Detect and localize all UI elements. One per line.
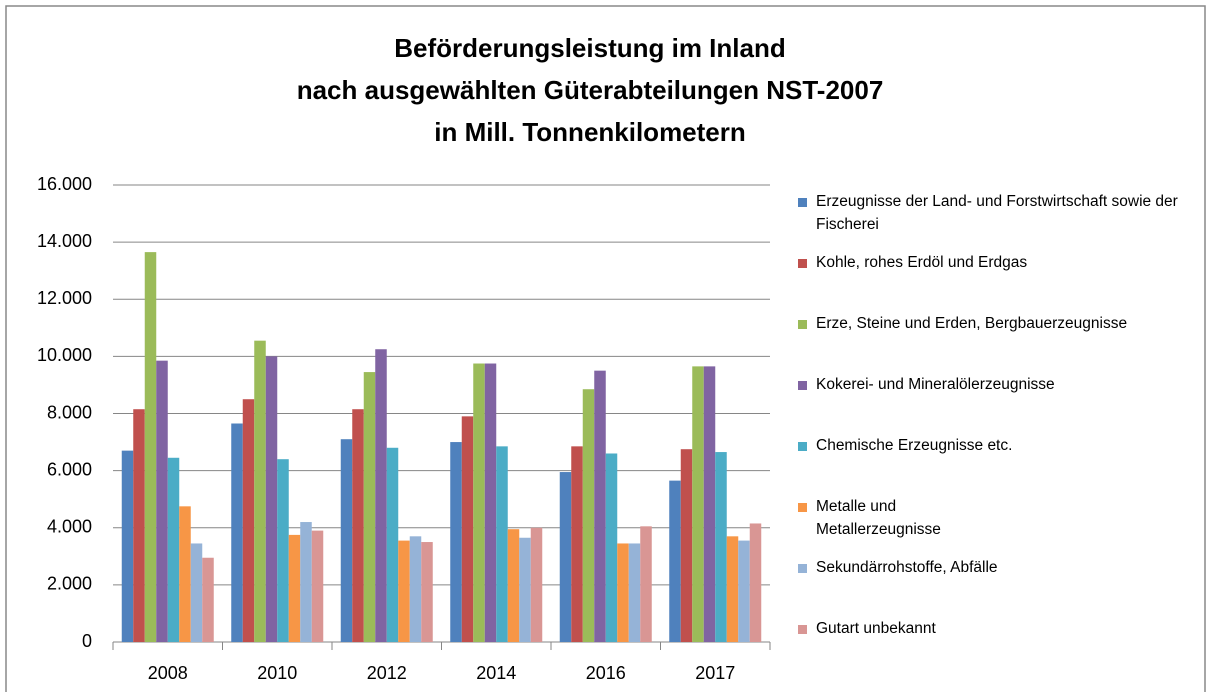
legend-item: Erze, Steine und Erden, Bergbauerzeugnis… xyxy=(798,312,1186,335)
x-tick-label: 2012 xyxy=(367,663,407,683)
y-tick-label: 6.000 xyxy=(47,459,92,479)
legend-label: Gutart unbekannt xyxy=(816,620,936,637)
bar xyxy=(605,453,618,642)
legend-item: Kohle, rohes Erdöl und Erdgas xyxy=(798,251,1186,274)
x-tick-label: 2010 xyxy=(257,663,297,683)
legend-label: Metalle und Metallerzeugnisse xyxy=(816,498,941,538)
bar xyxy=(231,423,243,642)
x-tick-label: 2008 xyxy=(148,663,188,683)
bar xyxy=(363,372,376,642)
legend-label: Kohle, rohes Erdöl und Erdgas xyxy=(816,254,1028,271)
legend-label: Chemische Erzeugnisse etc. xyxy=(816,437,1013,454)
bar xyxy=(179,506,191,642)
y-tick-label: 0 xyxy=(82,631,92,651)
y-tick-label: 4.000 xyxy=(47,517,92,537)
bar xyxy=(519,537,531,642)
bar xyxy=(530,527,543,642)
bar xyxy=(300,522,312,642)
bar xyxy=(582,389,595,642)
bar xyxy=(265,356,278,642)
bar xyxy=(715,452,727,642)
x-tick-label: 2016 xyxy=(586,663,626,683)
y-tick-label: 16.000 xyxy=(37,174,92,194)
y-tick-label: 10.000 xyxy=(37,345,92,365)
bar xyxy=(473,363,485,642)
bar xyxy=(559,472,572,642)
chart-title: in Mill. Tonnenkilometern xyxy=(434,117,746,147)
bar xyxy=(692,366,704,642)
legend-item: Erzeugnisse der Land- und Forstwirtschaf… xyxy=(798,190,1186,236)
bar xyxy=(726,536,739,642)
bar xyxy=(121,450,134,642)
bar xyxy=(484,363,497,642)
bar xyxy=(421,542,433,642)
bar xyxy=(617,543,629,642)
bar xyxy=(340,439,353,642)
bar xyxy=(594,370,606,642)
bar xyxy=(254,340,266,642)
legend-label: Erze, Steine und Erden, Bergbauerzeugnis… xyxy=(816,315,1128,332)
bar xyxy=(288,534,301,642)
y-tick-label: 12.000 xyxy=(37,288,92,308)
bar xyxy=(190,543,203,642)
bar xyxy=(133,409,145,642)
legend-item: Sekundärrohstoffe, Abfälle xyxy=(798,556,1186,579)
bar xyxy=(167,457,180,642)
bar xyxy=(409,536,422,642)
bar xyxy=(640,526,652,642)
legend-swatch xyxy=(798,381,807,390)
chart-title: Beförderungsleistung im Inland xyxy=(394,33,785,63)
bar xyxy=(144,252,157,642)
y-tick-label: 8.000 xyxy=(47,402,92,422)
bar xyxy=(156,360,168,642)
bar xyxy=(496,446,508,642)
bar xyxy=(352,409,364,642)
legend-label: Erzeugnisse der Land- und Forstwirtschaf… xyxy=(816,193,1178,233)
bar xyxy=(749,523,762,642)
chart-title: nach ausgewählten Güterabteilungen NST-2… xyxy=(297,75,884,105)
bar xyxy=(461,416,474,642)
legend-swatch xyxy=(798,442,807,451)
bar xyxy=(375,349,387,642)
legend-label: Kokerei- und Mineralölerzeugnisse xyxy=(816,376,1055,393)
bar xyxy=(277,459,289,642)
bar xyxy=(450,442,462,642)
bar xyxy=(202,557,214,642)
legend-swatch xyxy=(798,320,807,329)
legend-swatch xyxy=(798,198,807,207)
legend-label: Sekundärrohstoffe, Abfälle xyxy=(816,559,998,576)
legend-item: Metalle und Metallerzeugnisse xyxy=(798,495,986,541)
bar xyxy=(628,543,641,642)
legend-swatch xyxy=(798,503,807,512)
legend-item: Gutart unbekannt xyxy=(798,617,1186,640)
legend-item: Chemische Erzeugnisse etc. xyxy=(798,434,1186,457)
bar xyxy=(398,540,410,642)
bar xyxy=(738,540,750,642)
bar xyxy=(311,530,324,642)
x-tick-label: 2014 xyxy=(476,663,516,683)
legend-swatch xyxy=(798,259,807,268)
x-tick-label: 2017 xyxy=(695,663,735,683)
bar xyxy=(386,447,399,642)
legend-swatch xyxy=(798,564,807,573)
y-tick-label: 14.000 xyxy=(37,231,92,251)
bar xyxy=(507,529,520,642)
legend-item: Kokerei- und Mineralölerzeugnisse xyxy=(798,373,1186,396)
bar xyxy=(669,480,681,642)
bar xyxy=(703,366,716,642)
bar xyxy=(571,446,583,642)
bar xyxy=(242,399,255,642)
legend-swatch xyxy=(798,625,807,634)
bar xyxy=(680,449,693,642)
y-tick-label: 2.000 xyxy=(47,574,92,594)
